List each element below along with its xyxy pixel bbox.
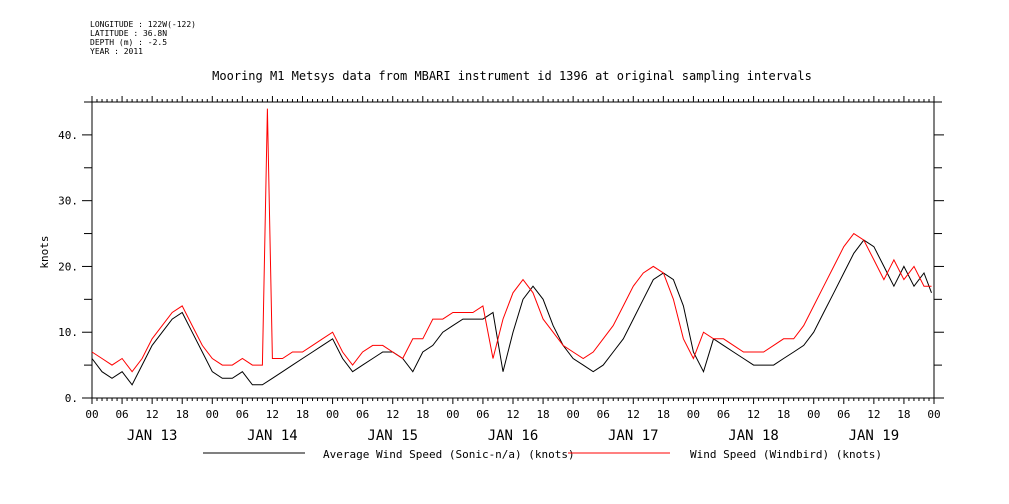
x-tick-label: 06 [476,408,489,421]
x-tick-label: 06 [597,408,610,421]
x-tick-label: 18 [897,408,910,421]
x-tick-label: 18 [296,408,309,421]
x-tick-label: 18 [536,408,549,421]
x-tick-label: 18 [176,408,189,421]
longitude-text: LONGITUDE : 122W(-122) [90,20,196,29]
x-tick-label: 00 [206,408,219,421]
series-group [91,108,932,386]
x-tick-label: 00 [807,408,820,421]
series-line-windbird [91,108,932,373]
y-tick-label: 20. [58,260,78,273]
x-day-label: JAN 16 [488,428,539,444]
x-tick-label: 06 [717,408,730,421]
x-tick-label: 00 [85,408,98,421]
x-tick-label: 00 [567,408,580,421]
x-day-label: JAN 15 [367,428,418,444]
plot-border [91,101,935,399]
legend-label-avg: Average Wind Speed (Sonic-n/a) (knots) [323,448,575,461]
legend: Average Wind Speed (Sonic-n/a) (knots) Wi… [203,448,882,461]
plot-frame [91,96,935,404]
x-tick-label: 12 [747,408,760,421]
y-tick-label: 40. [58,129,78,142]
latitude-text: LATITUDE : 36.8N [90,29,168,38]
x-day-label: JAN 14 [247,428,298,444]
x-tick-label: 18 [657,408,670,421]
x-tick-label: 00 [927,408,940,421]
x-tick-label: 12 [867,408,880,421]
x-axis: 00 06 12 18 00 06 12 18 00 06 12 18 00 06 12 18 00 06 12 18… [85,408,940,444]
x-tick-label: 00 [446,408,459,421]
x-tick-label: 00 [687,408,700,421]
legend-label-windbird: Wind Speed (Windbird) (knots) [690,448,882,461]
y-tick-label: 0. [65,392,78,405]
y-axis-label: knots [38,235,51,268]
metadata-block: LONGITUDE : 122W(-122) LATITUDE : 36.8N … [90,20,196,56]
x-day-label: JAN 18 [728,428,779,444]
x-tick-label: 06 [837,408,850,421]
x-tick-label: 06 [356,408,369,421]
y-tick-label: 10. [58,326,78,339]
depth-text: DEPTH (m) : -2.5 [90,38,168,47]
x-tick-label: 06 [236,408,249,421]
y-axis: 0. 10. 20. 30. 40. [58,101,944,405]
x-day-label: JAN 19 [849,428,900,444]
x-tick-label: 12 [506,408,519,421]
x-tick-label: 18 [416,408,429,421]
y-tick-label: 30. [58,195,78,208]
x-tick-label: 00 [326,408,339,421]
x-tick-label: 12 [627,408,640,421]
chart-title: Mooring M1 Metsys data from MBARI instru… [212,69,812,83]
x-day-label: JAN 17 [608,428,659,444]
x-tick-label: 12 [386,408,399,421]
x-day-label: JAN 13 [127,428,178,444]
x-tick-label: 12 [266,408,279,421]
x-tick-label: 06 [115,408,128,421]
series-line-avg [91,239,932,386]
year-text: YEAR : 2011 [90,47,143,56]
x-tick-label: 18 [777,408,790,421]
x-tick-label: 12 [146,408,159,421]
